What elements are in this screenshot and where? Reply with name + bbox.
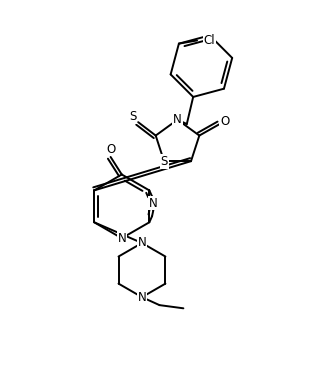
Text: N: N — [138, 290, 146, 304]
Text: S: S — [129, 110, 136, 123]
Text: O: O — [220, 115, 229, 128]
Text: Cl: Cl — [204, 34, 215, 47]
Text: S: S — [160, 155, 168, 168]
Text: N: N — [149, 196, 158, 210]
Text: N: N — [117, 232, 126, 245]
Text: N: N — [173, 113, 182, 126]
Text: N: N — [138, 236, 146, 249]
Text: O: O — [106, 143, 115, 156]
